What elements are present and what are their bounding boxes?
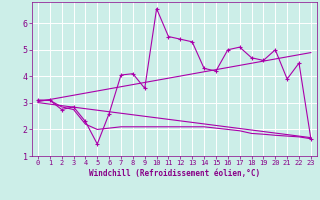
X-axis label: Windchill (Refroidissement éolien,°C): Windchill (Refroidissement éolien,°C) (89, 169, 260, 178)
